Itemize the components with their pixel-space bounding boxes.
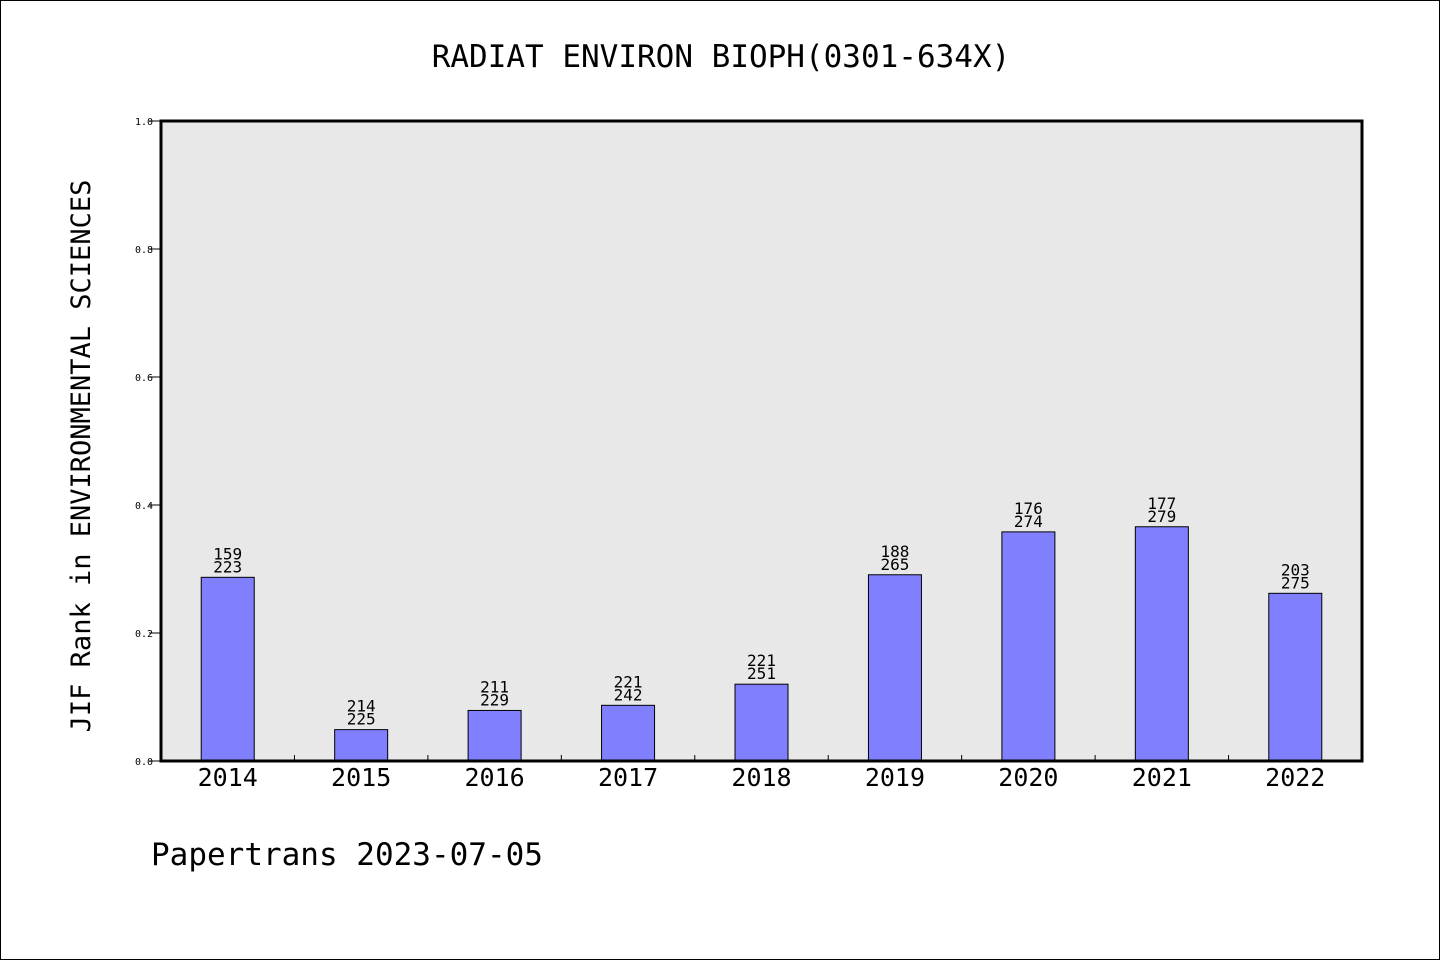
bar-total-label: 275: [1281, 573, 1310, 592]
bar-total-label: 223: [213, 557, 242, 576]
bar-rank-label: 159: [213, 544, 242, 563]
x-tick-label: 2018: [731, 763, 791, 792]
bar-total-label: 225: [347, 710, 376, 729]
x-axis: 2014 2015 2016 2017 2018 2019 2020 2021 2022: [198, 755, 1325, 792]
y-tick-label: 0.8: [135, 245, 153, 256]
x-tick-label: 2015: [331, 763, 391, 792]
x-tick-label: 2014: [198, 763, 258, 792]
y-tick-label: 0.0: [135, 757, 153, 768]
bar-2019: [867, 574, 922, 762]
bar-total-label: 279: [1147, 507, 1176, 526]
bar-2016: [467, 709, 522, 762]
bar-total-label: 251: [747, 664, 776, 683]
plot-frame: [159, 119, 1364, 763]
footer-credit: Papertrans 2023-07-05: [151, 837, 543, 873]
bar-rank-label: 176: [1014, 499, 1043, 518]
bar-total-label: 274: [1014, 512, 1043, 531]
y-tick-label: 0.6: [135, 373, 153, 384]
x-tick-label: 2022: [1265, 763, 1325, 792]
y-axis-label: JIF Rank in ENVIRONMENTAL SCIENCES: [66, 180, 97, 733]
bar-2017: [601, 704, 656, 762]
y-tick-label: 0.4: [135, 501, 153, 512]
y-axis: 0.0 0.2 0.4 0.6 0.8 1.0: [135, 117, 161, 768]
y-tick-label: 1.0: [135, 117, 153, 128]
bar-rank-label: 214: [347, 697, 376, 716]
bar-2021: [1134, 526, 1189, 762]
x-tick-label: 2016: [465, 763, 525, 792]
bar-2020: [1001, 531, 1056, 762]
bar-2015: [334, 729, 389, 762]
bar-total-label: 242: [614, 685, 643, 704]
bar-2022: [1268, 592, 1323, 762]
bar-2014: [200, 576, 255, 762]
bar-rank-label: 177: [1147, 494, 1176, 513]
bar-rank-label: 221: [747, 651, 776, 670]
bar-total-label: 229: [480, 690, 509, 709]
x-tick-label: 2017: [598, 763, 658, 792]
bar-rank-label: 188: [880, 542, 909, 561]
chart-title: RADIAT ENVIRON BIOPH(0301-634X): [432, 39, 1011, 75]
x-tick-label: 2019: [865, 763, 925, 792]
bar-2018: [734, 683, 789, 762]
bars-group: [200, 526, 1323, 762]
bar-labels-group: 1592232142252112292212422212511882651762…: [213, 494, 1309, 729]
bar-rank-label: 203: [1281, 560, 1310, 579]
x-tick-label: 2021: [1132, 763, 1192, 792]
y-tick-label: 0.2: [135, 629, 153, 640]
x-tick-label: 2020: [998, 763, 1058, 792]
bar-rank-label: 221: [614, 672, 643, 691]
bar-total-label: 265: [880, 555, 909, 574]
bar-rank-label: 211: [480, 677, 509, 696]
